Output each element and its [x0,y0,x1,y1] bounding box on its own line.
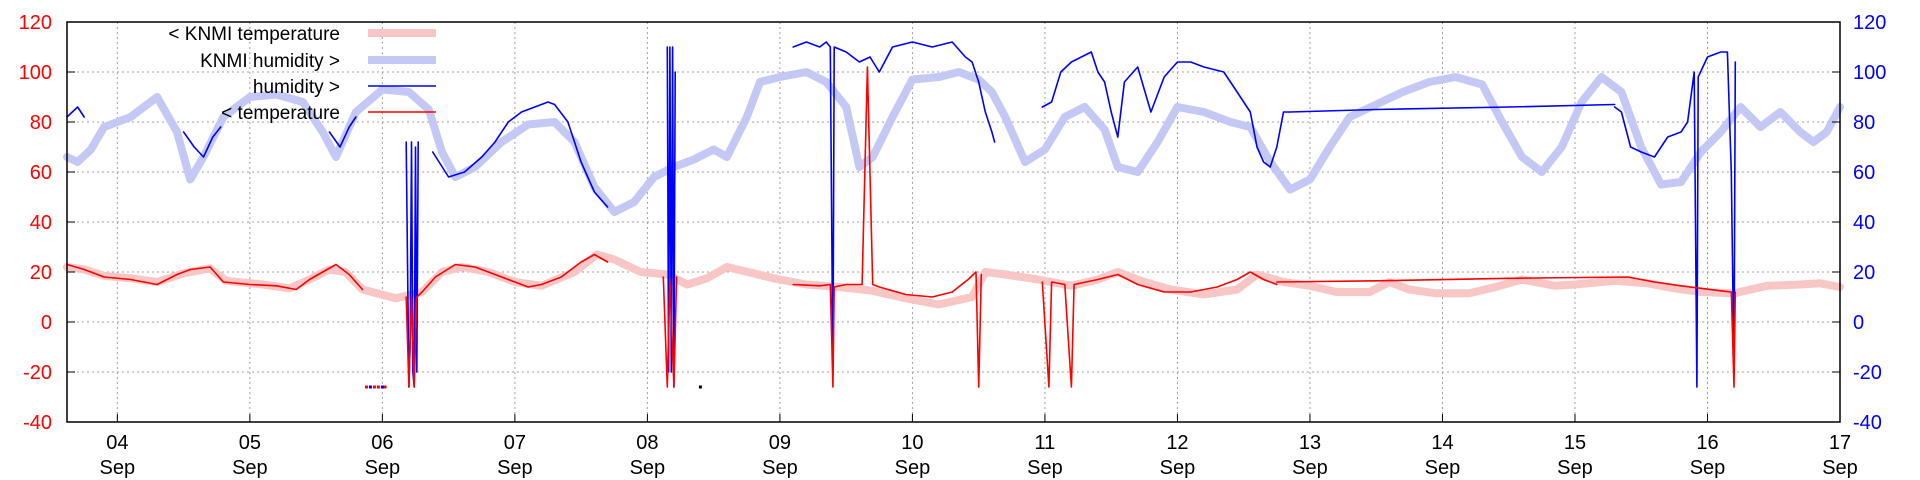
x-tick-month: Sep [1027,457,1063,479]
x-tick-day: 12 [1166,432,1188,454]
x-tick-day: 11 [1035,432,1056,454]
series-line-3 [662,276,678,388]
x-tick-day: 04 [106,432,128,454]
series-line-2 [182,126,222,158]
y-left-tick-label: 0 [41,312,52,334]
x-tick-day: 05 [239,432,261,454]
series-line-2 [66,106,85,118]
x-tick-day: 15 [1564,432,1586,454]
series-line-3 [405,253,609,388]
data-point-mark [368,385,372,389]
series-lines [63,41,1844,388]
legend-label: humidity > [253,77,340,98]
y-right-tick-label: 0 [1853,312,1864,334]
scatter-marks [364,385,702,389]
series-line-2 [1041,51,1291,168]
data-point-mark [698,385,702,389]
y-right-tick-label: -40 [1853,412,1882,434]
y-left-tick-label: -40 [23,412,52,434]
y-left-tick-label: 40 [30,212,52,234]
x-tick-month: Sep [365,457,401,479]
x-tick-month: Sep [762,457,798,479]
data-point-mark [364,385,368,389]
y-right-tick-label: 80 [1853,112,1875,134]
series-line-3 [792,66,983,388]
x-tick-month: Sep [1690,457,1726,479]
y-left-tick-label: 20 [30,262,52,284]
x-tick-month: Sep [1160,457,1196,479]
y-left-tick-label: 100 [19,62,52,84]
series-line-3 [1041,271,1278,388]
y-right-tick-label: 60 [1853,162,1875,184]
series-line-0 [63,250,1844,309]
data-point-mark [383,385,387,389]
x-tick-day: 09 [769,432,791,454]
series-line-2 [328,116,357,148]
data-point-mark [376,385,380,389]
legend-label: < temperature [221,103,340,124]
x-tick-month: Sep [497,457,533,479]
x-tick-month: Sep [1557,457,1593,479]
x-tick-month: Sep [1425,457,1461,479]
x-tick-month: Sep [1822,457,1858,479]
x-tick-month: Sep [1292,457,1328,479]
x-tick-month: Sep [100,457,136,479]
y-right-tick-label: 120 [1853,12,1886,34]
x-tick-month: Sep [232,457,268,479]
series-line-2 [1613,51,1737,388]
series-line-3 [1276,276,1737,388]
y-left-tick-label: 120 [19,12,52,34]
series-line-3 [66,263,364,291]
series-line-1 [63,68,1844,216]
legend-label: KNMI humidity > [200,51,340,72]
x-tick-day: 17 [1829,432,1851,454]
y-right-tick-label: 40 [1853,212,1875,234]
x-tick-day: 13 [1299,432,1321,454]
y-right-tick-label: 100 [1853,62,1886,84]
y-left-tick-label: -20 [23,362,52,384]
x-tick-day: 10 [901,432,923,454]
legend-label: < KNMI temperature [168,24,340,45]
data-point-mark [372,385,376,389]
legend: < KNMI temperature KNMI humidity > humidit… [168,24,436,124]
series-line-2 [431,101,609,208]
series-line-2 [1289,103,1616,113]
x-tick-month: Sep [895,457,931,479]
x-tick-day: 14 [1431,432,1453,454]
x-tick-month: Sep [630,457,666,479]
x-tick-day: 06 [371,432,393,454]
x-tick-day: 07 [504,432,526,454]
y-left-tick-label: 60 [30,162,52,184]
y-right-tick-label: 20 [1853,262,1875,284]
axis-ticks: -40 -40 -20 -20 0 0 20 20 40 40 60 60 80 80 100 100 120 1… [19,12,1887,479]
y-right-tick-label: -20 [1853,362,1882,384]
x-tick-day: 08 [636,432,658,454]
x-tick-day: 16 [1696,432,1718,454]
y-left-tick-label: 80 [30,112,52,134]
data-point-mark [380,385,384,389]
series-line-2 [792,41,996,373]
